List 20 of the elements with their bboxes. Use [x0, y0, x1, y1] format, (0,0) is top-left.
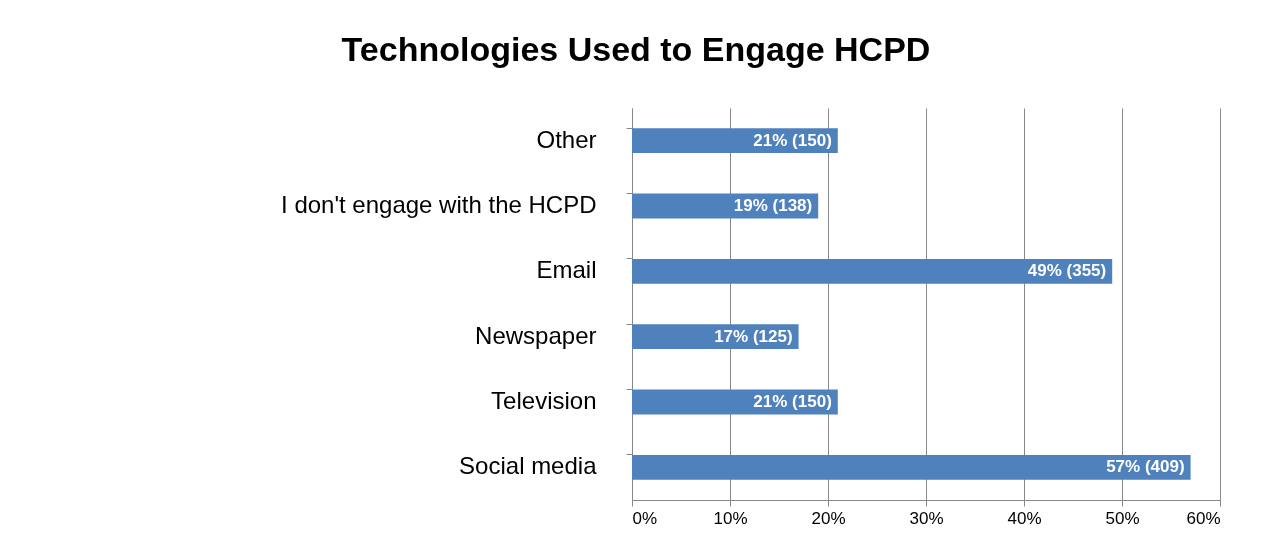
chart-title: Technologies Used to Engage HCPD: [341, 30, 931, 68]
data-label: 21% (150): [753, 130, 832, 150]
x-tick-label: 40%: [1007, 508, 1042, 528]
y-tick-label: I don't engage with the HCPD: [281, 191, 597, 218]
data-label: 49% (355): [1027, 261, 1107, 281]
data-label: 57% (409): [1106, 457, 1185, 477]
y-tick-label: Email: [536, 256, 597, 284]
x-tick-label: 10%: [713, 508, 748, 528]
x-tick-label: 50%: [1105, 508, 1140, 528]
x-tick-label: 30%: [909, 508, 944, 528]
data-label: 17% (125): [714, 326, 793, 346]
data-label: 21% (150): [753, 392, 832, 411]
y-tick-label: Television: [491, 387, 597, 414]
data-label: 19% (138): [733, 196, 813, 215]
y-tick-label: Social media: [459, 452, 598, 480]
x-tick-label: 20%: [811, 508, 846, 528]
x-tick-label: 60%: [1186, 508, 1221, 528]
y-tick-label: Other: [536, 125, 597, 153]
y-tick-label: Newspaper: [475, 321, 597, 349]
x-tick-label: 0%: [632, 508, 658, 528]
